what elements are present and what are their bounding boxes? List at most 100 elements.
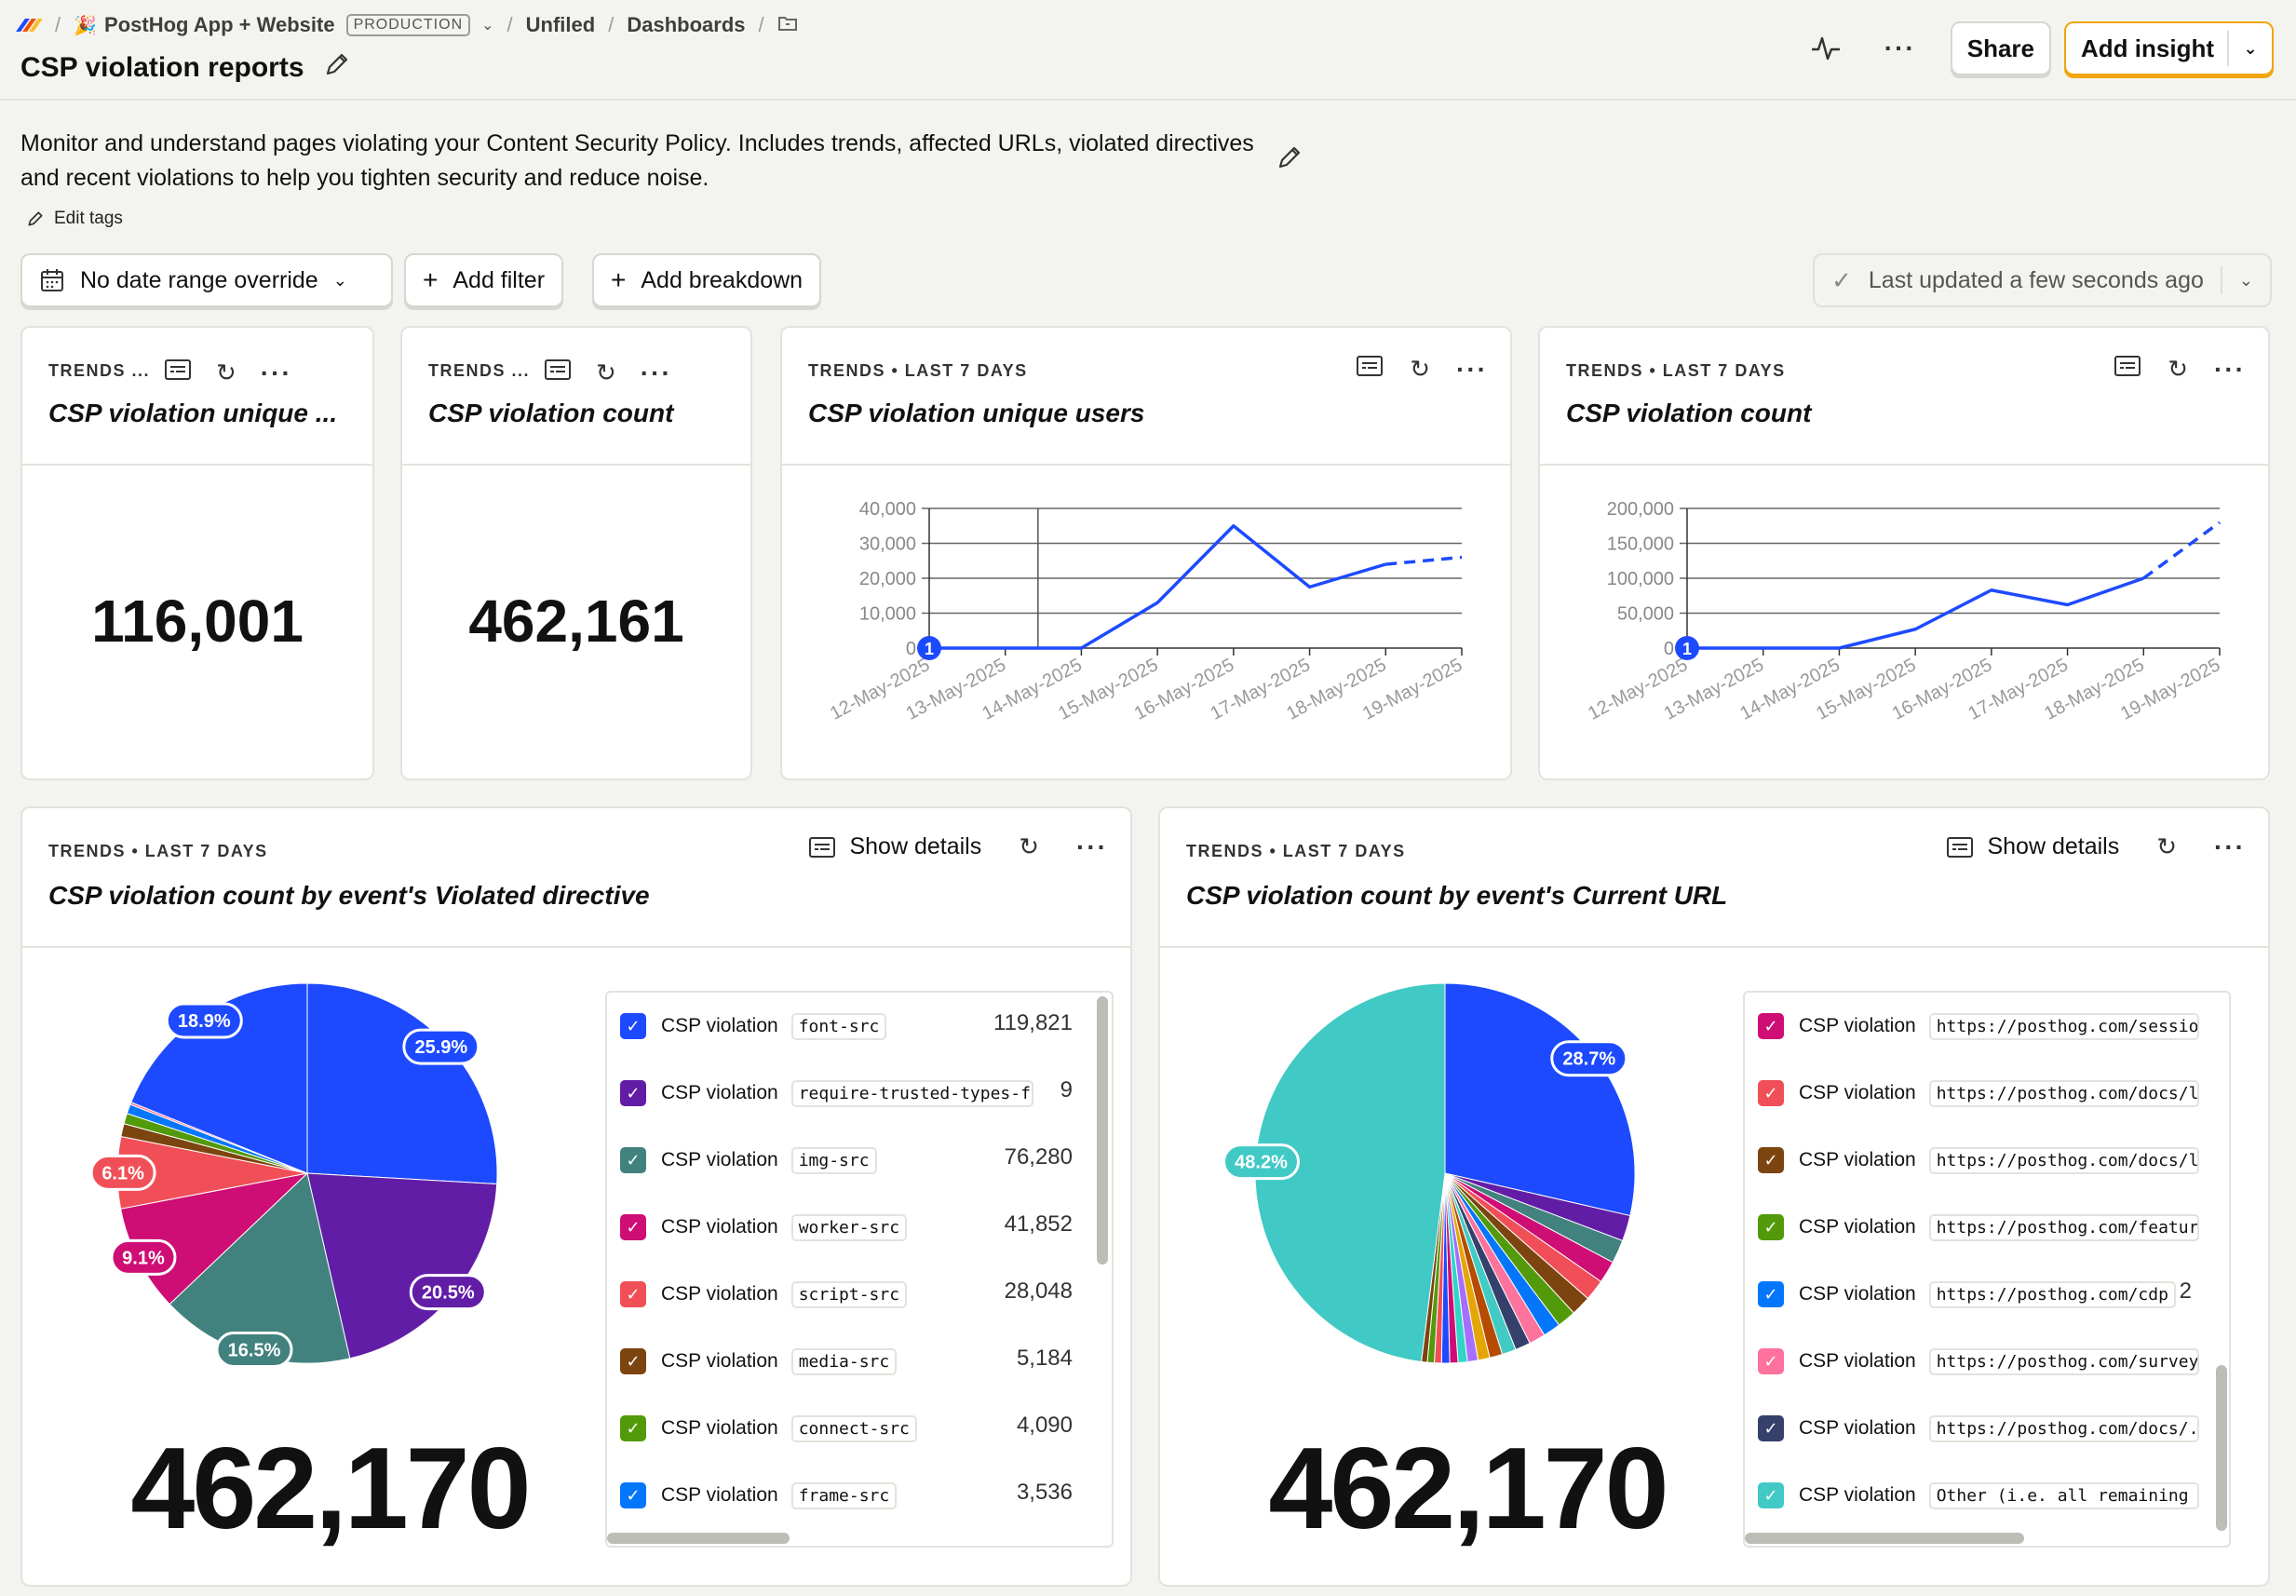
add-breakdown-button[interactable]: + Add breakdown	[592, 253, 822, 307]
pie-label-pill	[89, 1154, 156, 1191]
legend-series-name: CSP violation	[661, 1283, 778, 1305]
legend-row[interactable]: ✓ CSP violation worker-src	[620, 1211, 908, 1244]
add-insight-button[interactable]: Add insight ⌄	[2064, 21, 2274, 75]
legend-row[interactable]: ✓ CSP violation Other (i.e. all remaining …	[1758, 1479, 2199, 1512]
posthog-logo-icon[interactable]	[16, 19, 43, 32]
date-range-select[interactable]: No date range override ⌄	[20, 253, 393, 307]
add-filter-button[interactable]: + Add filter	[404, 253, 564, 307]
legend-scrollbar-horizontal[interactable]	[607, 1533, 790, 1544]
pie-chart[interactable]: 25.9% 20.5% 16.5% 9.1% 6.1% 18.9%	[22, 950, 581, 1415]
legend-breakdown-tag: font-src	[790, 1012, 887, 1040]
legend-checkbox[interactable]: ✓	[1758, 1348, 1784, 1374]
legend-scrollbar-vertical[interactable]	[2216, 1365, 2227, 1531]
breadcrumb-project[interactable]: PostHog App + Website	[104, 13, 335, 36]
legend-series-name: CSP violation	[661, 1149, 778, 1170]
page-title[interactable]: CSP violation reports	[20, 52, 304, 83]
show-details-button[interactable]: Show details	[1946, 833, 2119, 860]
legend-checkbox[interactable]: ✓	[620, 1147, 646, 1173]
legend-checkbox[interactable]: ✓	[1758, 1080, 1784, 1106]
legend-row[interactable]: ✓ CSP violation https://posthog.com/cdp	[1758, 1278, 2176, 1311]
edit-tags-button[interactable]: Edit tags	[26, 209, 123, 229]
line-chart[interactable]: 200,000150,000100,00050,000012-May-20251…	[1540, 467, 2270, 780]
card-title[interactable]: CSP violation count	[428, 399, 674, 427]
pie-chart[interactable]: 28.7% 48.2%	[1160, 950, 1719, 1415]
show-details-button[interactable]: Show details	[808, 833, 981, 860]
legend-value: 119,821	[993, 1010, 1073, 1035]
edit-title-pencil-icon[interactable]	[323, 50, 351, 86]
card-title[interactable]: CSP violation unique ...	[48, 399, 338, 427]
refresh-icon[interactable]: ↻	[216, 358, 236, 386]
more-options-icon[interactable]: ···	[2214, 354, 2246, 384]
refresh-icon[interactable]: ↻	[2168, 355, 2189, 383]
legend-row[interactable]: ✓ CSP violation media-src	[620, 1345, 898, 1378]
chevron-down-icon[interactable]: ⌄	[481, 18, 494, 34]
legend-checkbox[interactable]: ✓	[620, 1348, 646, 1374]
details-icon[interactable]	[1356, 354, 1384, 385]
legend-row[interactable]: ✓ CSP violation https://posthog.com/survey…	[1758, 1345, 2199, 1378]
card-title[interactable]: CSP violation count by event's Current U…	[1186, 881, 1728, 910]
card-header: TRENDS • LAST 7 DAYS CSP violation count…	[1540, 328, 2268, 466]
legend-checkbox[interactable]: ✓	[1758, 1415, 1784, 1441]
total-value: 462,170	[1268, 1425, 1668, 1553]
line-chart[interactable]: 40,00030,00020,00010,000012-May-202513-M…	[782, 467, 1512, 780]
legend-scrollbar-vertical[interactable]	[1097, 996, 1108, 1265]
activity-icon[interactable]	[1798, 20, 1854, 76]
legend-checkbox[interactable]: ✓	[620, 1013, 646, 1039]
series-line	[929, 524, 1386, 650]
more-options-icon[interactable]: ···	[1456, 354, 1488, 384]
refresh-icon[interactable]: ↻	[596, 358, 616, 386]
refresh-icon[interactable]: ↻	[2156, 832, 2178, 860]
dashboard-description[interactable]: Monitor and understand pages violating y…	[20, 130, 1254, 191]
card-title[interactable]: CSP violation count	[1566, 399, 1812, 427]
legend-checkbox[interactable]: ✓	[1758, 1214, 1784, 1240]
more-options-icon[interactable]: ···	[1076, 832, 1108, 861]
pie-label-pill	[1222, 1143, 1301, 1181]
legend-checkbox[interactable]: ✓	[1758, 1281, 1784, 1307]
legend-row[interactable]: ✓ CSP violation https://posthog.com/docs/.…	[1758, 1412, 2199, 1445]
folder-icon[interactable]	[777, 13, 798, 37]
edit-description-pencil-icon[interactable]	[1276, 143, 1303, 176]
legend-checkbox[interactable]: ✓	[620, 1281, 646, 1307]
legend-checkbox[interactable]: ✓	[1758, 1147, 1784, 1173]
legend-row[interactable]: ✓ CSP violation require-trusted-types-for	[620, 1076, 1033, 1110]
legend-row[interactable]: ✓ CSP violation img-src	[620, 1143, 877, 1177]
pencil-icon	[28, 211, 43, 226]
card-title[interactable]: CSP violation unique users	[808, 399, 1145, 427]
more-options-icon[interactable]: ···	[640, 358, 672, 387]
details-icon[interactable]	[2114, 354, 2141, 385]
legend-checkbox[interactable]: ✓	[620, 1214, 646, 1240]
chevron-down-icon[interactable]: ⌄	[2238, 270, 2253, 290]
legend-row[interactable]: ✓ CSP violation https://posthog.com/docs/l…	[1758, 1143, 2199, 1177]
refresh-icon[interactable]: ↻	[1019, 832, 1040, 860]
more-options-icon[interactable]: ···	[260, 358, 292, 387]
legend-checkbox[interactable]: ✓	[620, 1482, 646, 1508]
legend-breakdown-tag: require-trusted-types-for	[790, 1079, 1033, 1107]
refresh-icon[interactable]: ↻	[1410, 355, 1431, 383]
share-button[interactable]: Share	[1950, 21, 2052, 75]
legend-checkbox[interactable]: ✓	[1758, 1482, 1784, 1508]
more-options-icon[interactable]: ···	[2214, 832, 2246, 861]
legend-checkbox[interactable]: ✓	[620, 1080, 646, 1106]
card-title[interactable]: CSP violation count by event's Violated …	[48, 881, 650, 910]
legend-row[interactable]: ✓ CSP violation script-src	[620, 1278, 908, 1311]
legend: ✓ CSP violation https://posthog.com/sessio…	[1743, 991, 2231, 1548]
legend-row[interactable]: ✓ CSP violation https://posthog.com/docs/l…	[1758, 1076, 2199, 1110]
legend-row[interactable]: ✓ CSP violation https://posthog.com/featur…	[1758, 1211, 2199, 1244]
legend-row[interactable]: ✓ CSP violation connect-src	[620, 1412, 917, 1445]
breadcrumb-folder[interactable]: Unfiled	[525, 13, 596, 36]
legend-breakdown-tag: script-src	[790, 1280, 908, 1308]
legend-checkbox[interactable]: ✓	[1758, 1013, 1784, 1039]
details-icon[interactable]	[164, 358, 192, 388]
legend-checkbox[interactable]: ✓	[620, 1415, 646, 1441]
pie-data-label: 18.9%	[178, 1011, 231, 1032]
legend-row[interactable]: ✓ CSP violation font-src	[620, 1009, 887, 1043]
legend-row[interactable]: ✓ CSP violation https://posthog.com/sessio…	[1758, 1009, 2199, 1043]
legend-row[interactable]: ✓ CSP violation frame-src	[620, 1479, 898, 1512]
last-updated-button[interactable]: ✓ Last updated a few seconds ago ⌄	[1813, 253, 2272, 307]
more-options-icon[interactable]: ···	[1884, 34, 1916, 62]
legend-scrollbar-horizontal[interactable]	[1745, 1533, 2024, 1544]
chevron-down-icon[interactable]: ⌄	[2227, 31, 2272, 66]
show-details-label: Show details	[849, 833, 982, 859]
details-icon[interactable]	[544, 358, 572, 388]
breadcrumb-section[interactable]: Dashboards	[627, 13, 746, 36]
